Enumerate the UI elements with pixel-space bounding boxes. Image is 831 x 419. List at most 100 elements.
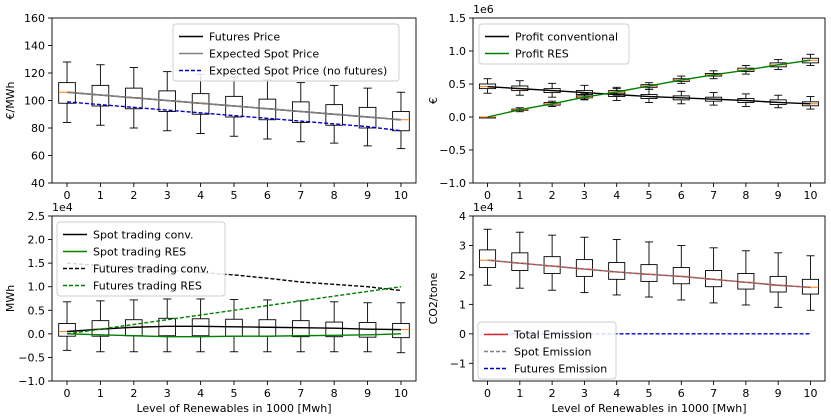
profit-xtick-label: 5: [646, 189, 653, 202]
price-ytick-label: 60: [31, 150, 45, 163]
emission-ytick-label: 1: [459, 298, 466, 311]
profit-xtick-label: 0: [484, 189, 491, 202]
trading-xtick-label: 1: [97, 387, 104, 400]
price-panel: 40 60 80 100 120 140 160 0 1 2 3 4 5 6 7 8 9 10 €/MWh Futur…: [4, 12, 417, 202]
trading-box-body: [392, 323, 410, 339]
price-ytick-label: 160: [24, 12, 45, 25]
emission-xtick-label: 1: [516, 387, 523, 400]
emission-xtick-label: 5: [646, 387, 653, 400]
trading-offset-text: 1e4: [52, 201, 73, 214]
trading-xtick-label: 9: [364, 387, 371, 400]
trading-ytick-label: 1.0: [28, 281, 46, 294]
trading-ytick-label: 0.0: [28, 328, 46, 341]
emission-legend: [477, 321, 617, 380]
trading-ytick-label: 2.0: [28, 234, 46, 247]
trading-ylabel: MWh: [4, 285, 17, 312]
price-legend: [172, 23, 400, 82]
trading-xtick-label: 10: [394, 387, 408, 400]
price-xtick-label: 7: [297, 189, 304, 202]
price-xtick-label: 5: [231, 189, 238, 202]
trading-ytick-label: −1.0: [18, 375, 45, 388]
emission-legend-label: Spot Emission: [514, 346, 591, 359]
trading-legend-label: Spot trading conv.: [93, 229, 193, 242]
emission-panel: −1 0 1 2 3 4 0 1 2 3 4 5 6 7 8 9 10 1e4 CO2/tone Level of R…: [427, 201, 826, 415]
emission-box: [543, 234, 561, 291]
trading-xtick-label: 7: [297, 387, 304, 400]
profit-xtick-label: 3: [581, 189, 588, 202]
profit-ytick-label: 0.0: [449, 111, 467, 124]
price-xtick-label: 6: [264, 189, 271, 202]
emission-legend-label: Total Emission: [513, 329, 592, 342]
price-xtick-label: 3: [164, 189, 171, 202]
emission-xtick-label: 10: [803, 387, 817, 400]
trading-series-line-1: [67, 333, 401, 338]
trading-ytick-label: 1.5: [28, 257, 46, 270]
trading-box-body: [191, 318, 210, 337]
emission-xtick-label: 4: [613, 387, 620, 400]
profit-xtick-label: 2: [549, 189, 556, 202]
price-ytick-label: 100: [24, 95, 45, 108]
trading-box-body: [291, 320, 310, 338]
profit-xtick-label: 6: [678, 189, 685, 202]
profit-ytick-label: 1.0: [449, 45, 467, 58]
profit-series-line-1: [487, 59, 811, 118]
emission-xtick-label: 9: [775, 387, 782, 400]
price-box: [392, 91, 410, 150]
trading-box-body: [325, 321, 343, 338]
emission-box: [705, 247, 723, 304]
emission-legend-label: Futures Emission: [514, 363, 607, 376]
price-xtick-label: 2: [130, 189, 137, 202]
trading-xtick-label: 8: [331, 387, 338, 400]
profit-xtick-label: 4: [613, 189, 620, 202]
price-xtick-label: 8: [331, 189, 338, 202]
trading-legend-label: Spot trading RES: [93, 246, 186, 259]
profit-xtick-label: 9: [775, 189, 782, 202]
profit-series-line-0: [487, 85, 811, 105]
trading-legend-label: Futures trading RES: [93, 280, 202, 293]
trading-xtick-label: 2: [130, 387, 137, 400]
price-legend-label: Futures Price: [209, 31, 280, 44]
price-xtick-label: 1: [97, 189, 104, 202]
emission-box: [640, 241, 658, 298]
trading-panel: −1.0 −0.5 0.0 0.5 1.0 1.5 2.0 2.5 0 1 2 3 4 5 6 7 8 9 10 1e…: [4, 201, 417, 415]
price-legend-label: Expected Spot Price: [209, 48, 319, 61]
profit-legend-label: Profit conventional: [515, 31, 618, 44]
trading-xtick-label: 0: [64, 387, 71, 400]
emission-series-line-1: [487, 259, 811, 289]
emission-offset-text: 1e4: [473, 201, 494, 214]
emission-box-body: [640, 264, 658, 282]
emission-box-body: [511, 252, 529, 271]
profit-xtick-label: 10: [803, 189, 817, 202]
trading-box-body: [225, 318, 243, 337]
emission-xtick-label: 7: [710, 387, 717, 400]
emission-xtick-label: 6: [678, 387, 685, 400]
profit-panel: −1.0 −0.5 0.0 0.5 1.0 1.5 0 1 2 3 4 5 6 7 8 9 10 1e6 € Prof…: [427, 3, 826, 202]
price-ytick-label: 40: [31, 177, 45, 190]
profit-ytick-label: −1.0: [439, 177, 466, 190]
profit-ytick-label: 1.5: [449, 12, 467, 25]
emission-ytick-label: 2: [459, 269, 466, 282]
emission-xtick-label: 3: [581, 387, 588, 400]
profit-ytick-label: 0.5: [449, 78, 467, 91]
trading-xlabel: Level of Renewables in 1000 [Mwh]: [136, 402, 331, 415]
price-legend-label: Expected Spot Price (no futures): [209, 65, 387, 78]
price-ytick-label: 80: [31, 122, 45, 135]
trading-ytick-label: 0.5: [28, 304, 46, 317]
emission-ytick-label: 4: [459, 210, 466, 223]
price-xtick-label: 4: [197, 189, 204, 202]
emission-ytick-label: −1: [450, 357, 466, 370]
emission-box: [511, 231, 529, 289]
price-series-line-2: [66, 101, 402, 132]
profit-ytick-label: −0.5: [439, 144, 466, 157]
trading-box: [358, 302, 377, 353]
trading-ytick-label: −0.5: [18, 351, 45, 364]
price-ytick-label: 120: [24, 67, 45, 80]
price-ytick-label: 140: [24, 40, 45, 53]
emission-ytick-label: 3: [459, 239, 466, 252]
trading-xtick-label: 5: [231, 387, 238, 400]
profit-xtick-label: 1: [516, 189, 523, 202]
trading-xtick-label: 6: [264, 387, 271, 400]
trading-series-line-0: [66, 325, 401, 333]
trading-xtick-label: 4: [197, 387, 204, 400]
price-xtick-label: 9: [364, 189, 371, 202]
